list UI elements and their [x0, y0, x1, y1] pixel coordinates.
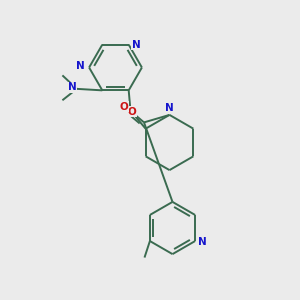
- Text: N: N: [68, 82, 77, 92]
- Text: N: N: [76, 61, 85, 71]
- Text: N: N: [198, 237, 207, 247]
- Text: O: O: [119, 101, 128, 112]
- Text: N: N: [165, 103, 174, 113]
- Text: O: O: [127, 107, 136, 117]
- Text: N: N: [132, 40, 141, 50]
